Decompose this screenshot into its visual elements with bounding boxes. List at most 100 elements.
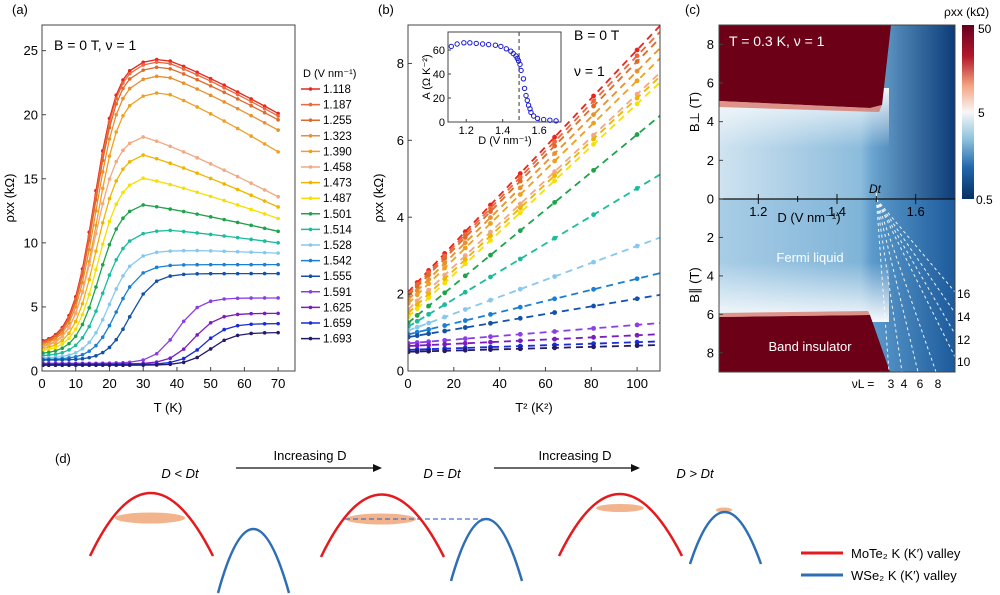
state-label-equal: D = Dt xyxy=(423,466,462,481)
data-point xyxy=(100,242,105,246)
data-point xyxy=(414,298,420,304)
data-point xyxy=(222,217,226,222)
data-point xyxy=(634,47,640,53)
data-point xyxy=(208,79,213,83)
data-point xyxy=(141,63,145,67)
data-point xyxy=(462,273,468,279)
data-point xyxy=(121,148,125,153)
data-point xyxy=(121,81,125,85)
landau-right-label: 14 xyxy=(957,310,971,324)
legend-label-mote2: MoTe₂ K (K′) valley xyxy=(851,546,961,561)
data-point xyxy=(94,363,98,368)
data-point xyxy=(195,171,199,175)
data-point xyxy=(94,268,98,272)
legend-label: 1.255 xyxy=(323,115,352,127)
data-point xyxy=(67,353,71,357)
legend-label-wse2: WSe₂ K (K′) valley xyxy=(851,568,957,583)
data-point xyxy=(222,83,226,87)
data-point xyxy=(249,311,253,316)
legend-label: 1.473 xyxy=(323,178,352,190)
data-point xyxy=(208,320,213,325)
data-point xyxy=(488,215,493,220)
data-point xyxy=(488,347,493,352)
data-point xyxy=(442,260,448,266)
data-point xyxy=(442,314,448,320)
inset-point xyxy=(473,40,479,47)
data-point xyxy=(552,310,558,315)
data-point xyxy=(517,304,523,310)
data-point xyxy=(168,228,172,233)
data-point xyxy=(262,110,267,115)
data-point xyxy=(634,95,640,101)
data-point xyxy=(60,346,65,351)
panel-c-axes: 1.2 1.4 1.6 0 2 2 4 4 6 6 8 8 xyxy=(707,37,925,360)
data-point xyxy=(552,158,558,164)
data-point xyxy=(195,73,199,77)
data-point xyxy=(222,119,226,123)
data-point xyxy=(114,96,119,101)
data-point xyxy=(195,212,199,216)
data-point xyxy=(442,302,448,308)
inset-point xyxy=(461,40,467,46)
data-point xyxy=(462,257,468,262)
landau-level-line xyxy=(875,198,903,372)
y-tick-label: 0 xyxy=(397,364,404,379)
legend-marker xyxy=(308,180,313,185)
legend-marker xyxy=(308,227,313,232)
legend-label: 1.693 xyxy=(323,334,352,346)
data-point xyxy=(276,216,280,221)
arrow-2 xyxy=(494,464,640,472)
data-point xyxy=(552,199,558,205)
data-point xyxy=(408,301,411,306)
data-point xyxy=(94,343,98,348)
data-point xyxy=(552,178,558,184)
colorbar-label: ρxx (kΩ) xyxy=(944,5,989,19)
data-point xyxy=(53,345,58,350)
wse2-band-3 xyxy=(688,510,763,565)
c-y-tick-label-bottom: 8 xyxy=(707,345,714,360)
inset-point xyxy=(524,97,530,104)
data-point xyxy=(181,229,186,234)
data-point xyxy=(235,92,240,97)
data-point xyxy=(414,292,420,298)
data-point xyxy=(462,261,468,267)
data-point xyxy=(276,205,280,209)
data-point xyxy=(73,363,78,368)
data-point xyxy=(73,334,78,338)
data-point xyxy=(517,331,523,337)
data-point xyxy=(121,190,125,195)
data-point xyxy=(80,280,85,285)
data-point xyxy=(114,287,119,291)
data-point xyxy=(168,338,172,342)
landau-level-lines xyxy=(875,193,955,372)
legend-marker xyxy=(308,134,313,138)
fit-line-1.255 xyxy=(408,37,660,297)
fermi-sea-mote2-1 xyxy=(115,512,185,524)
data-point xyxy=(414,288,420,294)
data-point xyxy=(462,340,468,346)
panel-a-ylabel: ρxx (kΩ) xyxy=(2,174,17,223)
data-point xyxy=(634,68,640,74)
data-point xyxy=(222,198,226,203)
inset-x-tick-label: 1.6 xyxy=(531,125,546,137)
panel-a-legend-title: D (V nm⁻¹) xyxy=(303,68,356,80)
data-point xyxy=(181,186,186,191)
data-point xyxy=(442,328,448,334)
data-point xyxy=(235,126,240,131)
data-point xyxy=(235,187,240,192)
data-point xyxy=(168,249,172,253)
data-point xyxy=(94,353,98,358)
data-point xyxy=(195,355,199,360)
data-point xyxy=(181,98,186,103)
x-tick-label: 40 xyxy=(492,376,506,391)
landau-label: νL = xyxy=(852,377,875,391)
panel-label-d: (d) xyxy=(55,451,71,466)
data-point xyxy=(262,142,267,146)
data-point xyxy=(249,193,253,198)
data-point xyxy=(488,252,493,258)
data-point xyxy=(60,338,65,343)
data-point xyxy=(168,92,172,97)
data-point xyxy=(634,343,640,349)
panel-c-xlabel: D (V nm⁻¹) xyxy=(777,210,840,225)
